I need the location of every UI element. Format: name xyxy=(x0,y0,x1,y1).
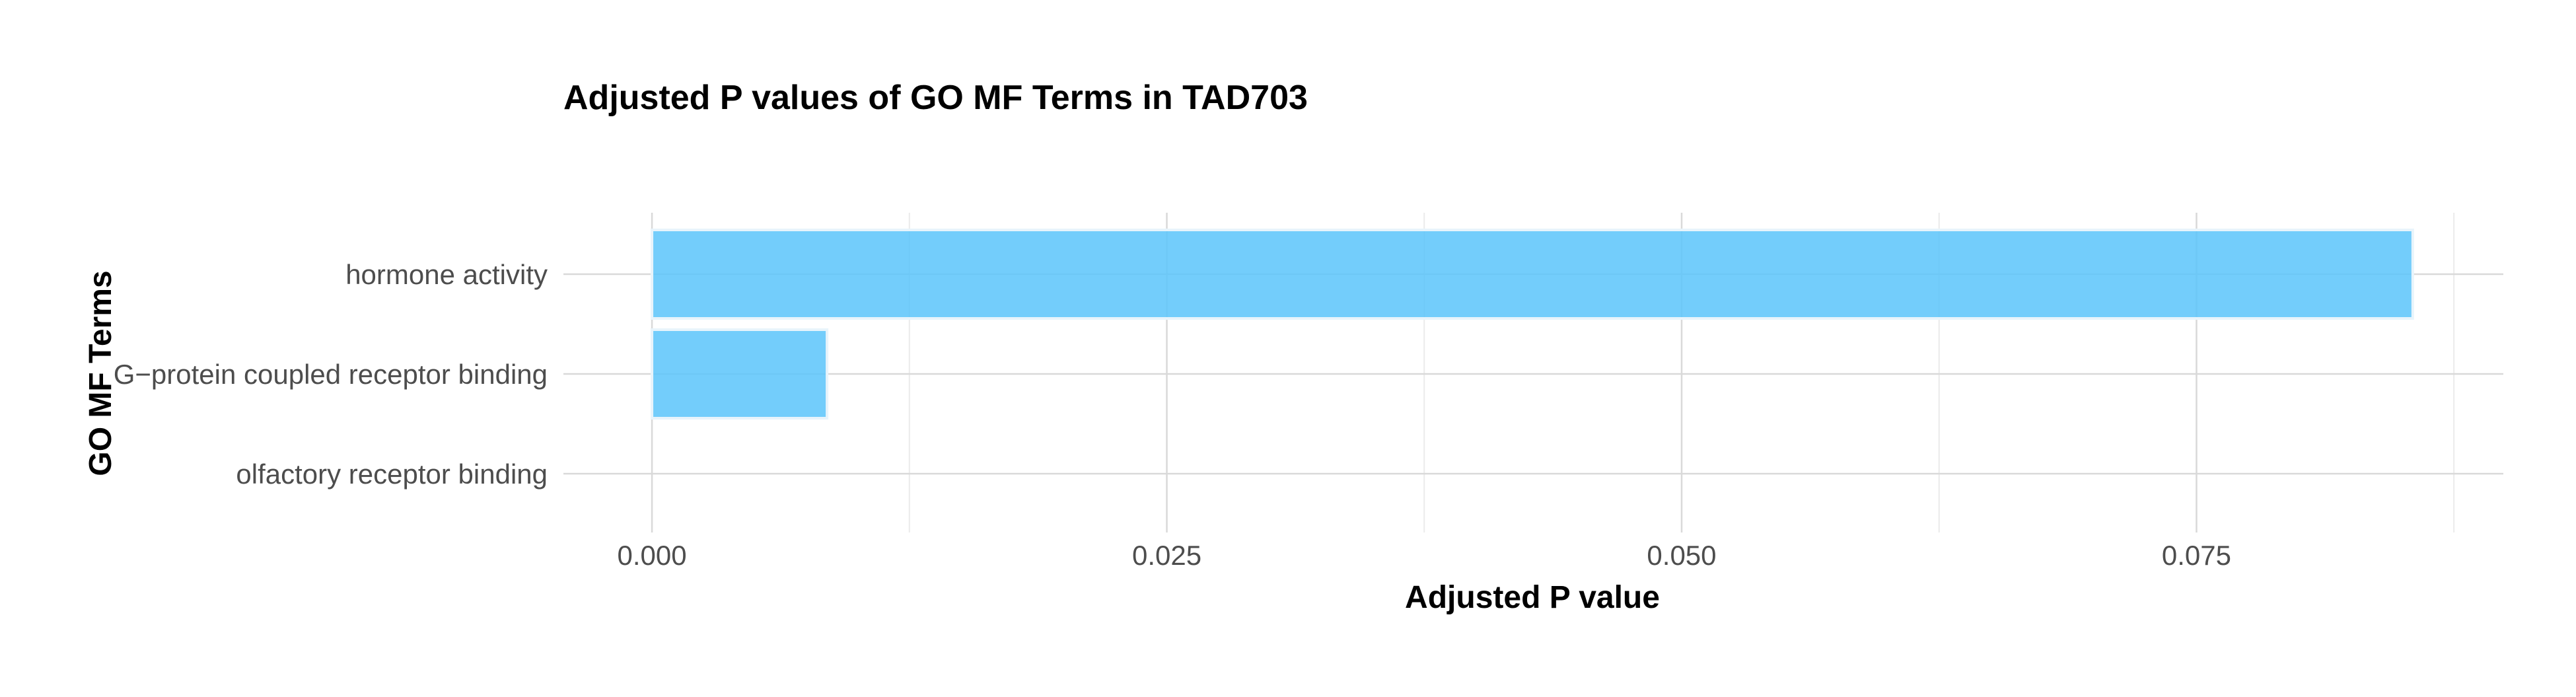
y-axis-title: GO MF Terms xyxy=(83,270,118,476)
x-tick-label: 0.050 xyxy=(1647,540,1716,571)
y-tick-label: hormone activity xyxy=(345,259,548,290)
x-tick-label: 0.000 xyxy=(618,540,687,571)
chart-title: Adjusted P values of GO MF Terms in TAD7… xyxy=(563,79,1308,117)
x-tick-label: 0.025 xyxy=(1132,540,1201,571)
x-tick-label: 0.075 xyxy=(2162,540,2231,571)
bars xyxy=(651,229,2414,420)
bar xyxy=(651,328,829,420)
bar xyxy=(651,229,2414,320)
x-axis-tick-labels: 0.000 0.025 0.050 0.075 xyxy=(618,540,2231,571)
y-tick-label: G−protein coupled receptor binding xyxy=(114,359,548,390)
y-tick-label: olfactory receptor binding xyxy=(236,459,548,490)
x-axis-title: Adjusted P value xyxy=(1405,580,1660,615)
y-axis-tick-labels: hormone activity G−protein coupled recept… xyxy=(114,259,548,490)
